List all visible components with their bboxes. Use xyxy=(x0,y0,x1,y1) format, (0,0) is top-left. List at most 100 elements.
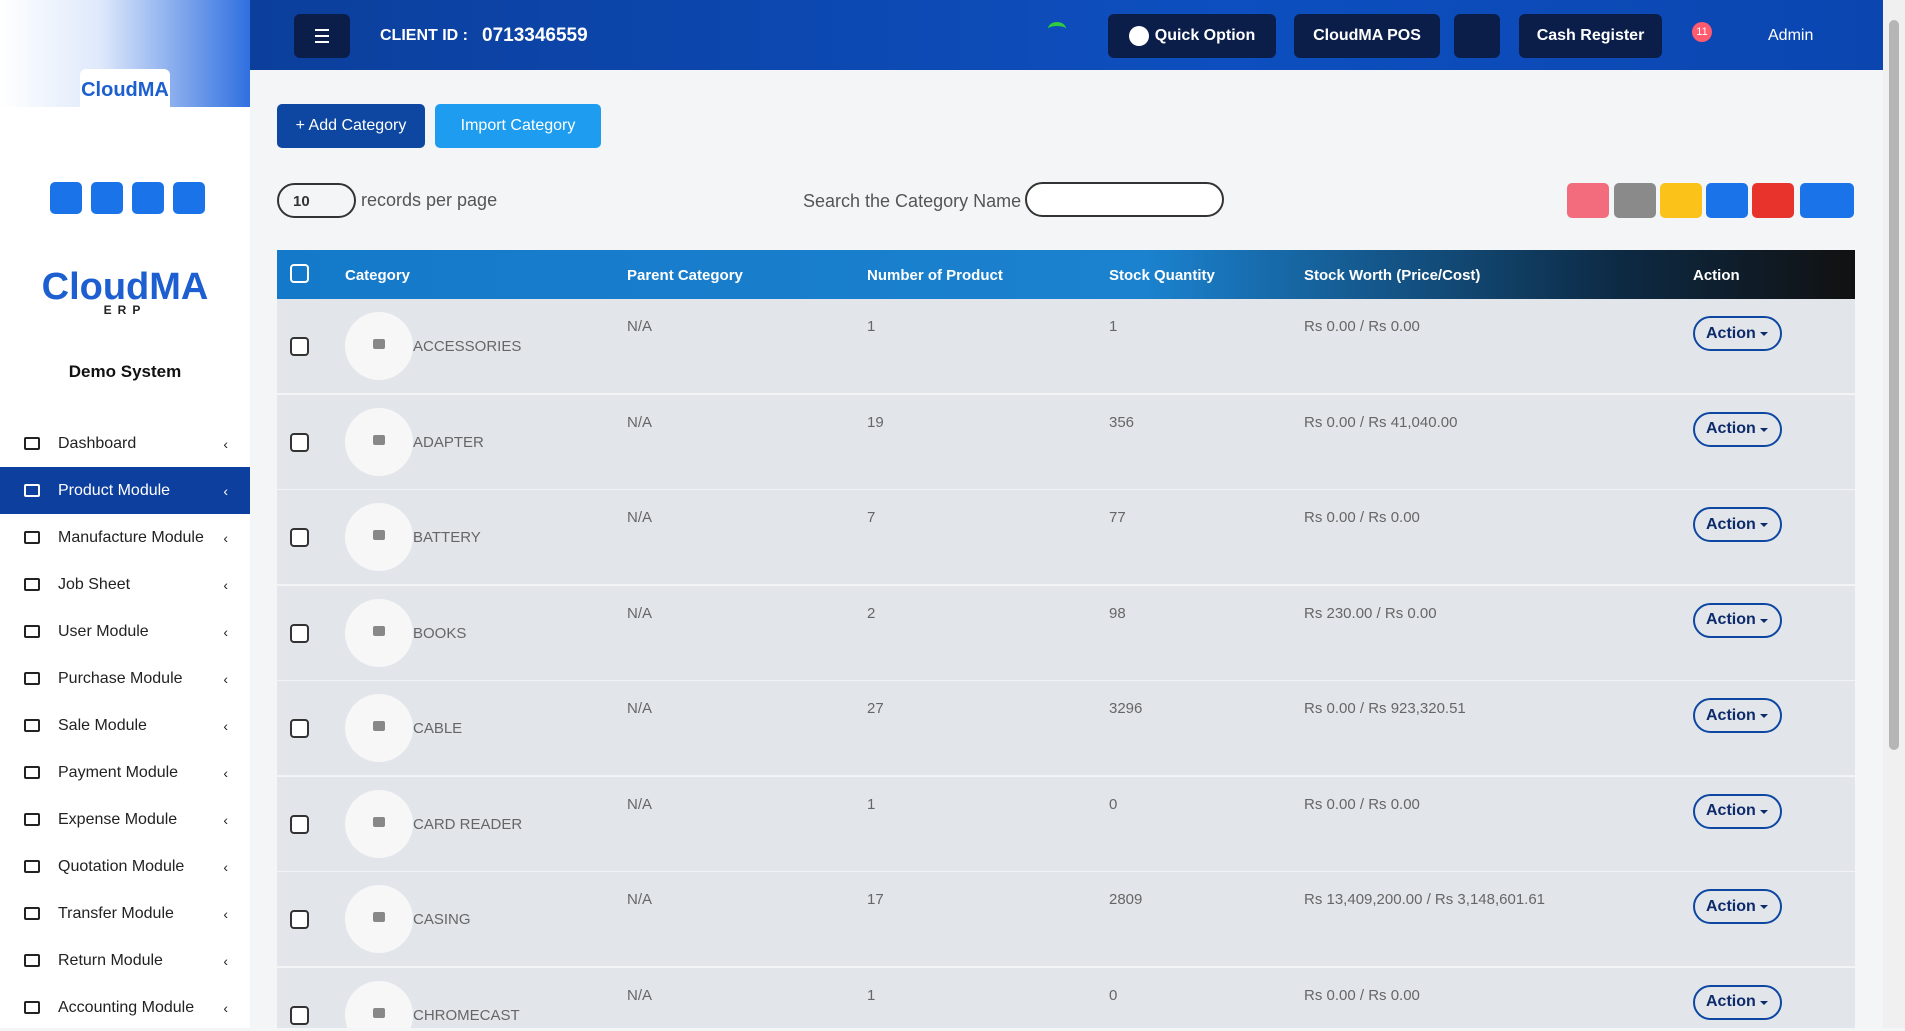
menu-chevron: ‹ xyxy=(223,999,228,1016)
menu-item[interactable]: Payment Module ‹ xyxy=(0,749,250,796)
product-count: 17 xyxy=(867,891,884,908)
quick-option[interactable]: Quick Option xyxy=(1108,14,1276,58)
icon-button[interactable] xyxy=(173,182,205,214)
print[interactable] xyxy=(1706,183,1748,218)
search-input[interactable] xyxy=(1025,182,1224,217)
import-category[interactable]: Import Category xyxy=(435,104,601,148)
add-category[interactable]: + Add Category xyxy=(277,104,425,148)
row-checkbox[interactable] xyxy=(290,528,309,547)
export-pdf[interactable] xyxy=(1567,183,1609,218)
parent-category: N/A xyxy=(627,413,653,431)
label: CloudMA POS xyxy=(1313,27,1421,44)
category-image xyxy=(345,694,413,762)
action-button[interactable]: Action xyxy=(1693,793,1782,829)
menu-item[interactable]: Purchase Module ‹ xyxy=(0,655,250,702)
small-logo: CloudMA xyxy=(80,69,170,107)
client-id: 0713346559 xyxy=(482,25,588,46)
row-checkbox[interactable] xyxy=(290,910,309,929)
menu-item[interactable]: Quotation Module ‹ xyxy=(0,843,250,890)
parent-category: N/A xyxy=(627,795,653,813)
row-checkbox[interactable] xyxy=(290,1005,309,1025)
export-excel[interactable] xyxy=(1660,183,1702,218)
fullscreen[interactable] xyxy=(1454,14,1500,58)
column-header: Action xyxy=(1693,267,1740,284)
menu-item[interactable]: Job Sheet ‹ xyxy=(0,561,250,608)
stock-worth: Rs 0.00 / Rs 923,320.51 xyxy=(1304,700,1466,717)
menu-item[interactable]: Expense Module ‹ xyxy=(0,796,250,843)
product-count: 1 xyxy=(867,986,876,1004)
product-count: 1 xyxy=(867,795,876,813)
menu-chevron: ‹ xyxy=(223,952,228,969)
menu-icon xyxy=(24,954,40,967)
row-checkbox[interactable] xyxy=(290,432,309,452)
clear[interactable] xyxy=(1752,183,1794,218)
action-button[interactable]: Action xyxy=(1693,698,1782,733)
menu-icon xyxy=(24,672,40,685)
action-button[interactable]: Action xyxy=(1693,507,1782,542)
table-row: CARD READER N/A 1 0 Rs 0.00 / Rs 0.00 Action xyxy=(277,776,1855,872)
category-name: CABLE xyxy=(413,720,463,737)
category-name: ADAPTER xyxy=(413,433,484,451)
menu-chevron: ‹ xyxy=(223,717,228,734)
category-name: ACCESSORIES xyxy=(413,338,522,355)
export-csv[interactable] xyxy=(1614,183,1656,218)
select-all[interactable] xyxy=(290,264,309,283)
row-checkbox[interactable] xyxy=(290,623,309,643)
category-name: BATTERY xyxy=(413,529,481,546)
menu-item[interactable]: Sale Module ‹ xyxy=(0,702,250,749)
menu-item[interactable]: User Module ‹ xyxy=(0,608,250,655)
category-image xyxy=(345,885,413,953)
logo: CloudMA xyxy=(41,266,209,308)
menu-item[interactable]: Accounting Module ‹ xyxy=(0,984,250,1031)
user-menu[interactable]: Admin xyxy=(1768,27,1814,44)
action-button[interactable]: Action xyxy=(1693,984,1782,1020)
menu-item[interactable]: Dashboard ‹ xyxy=(0,420,250,467)
client-id-label: CLIENT ID : xyxy=(380,27,468,44)
parent-category: N/A xyxy=(627,509,653,526)
menu-icon xyxy=(24,766,40,779)
parent-category: N/A xyxy=(627,891,653,908)
icon-button[interactable] xyxy=(132,182,164,214)
row-checkbox[interactable] xyxy=(290,719,309,738)
action-button[interactable]: Action xyxy=(1693,316,1782,351)
icon-button[interactable] xyxy=(50,182,82,214)
company-name: Demo System xyxy=(68,362,182,381)
product-count: 1 xyxy=(867,318,876,335)
menu-chevron: ‹ xyxy=(223,529,228,546)
menu-chevron: ‹ xyxy=(223,482,228,499)
parent-category: N/A xyxy=(627,700,653,717)
category-image xyxy=(345,312,413,380)
column-header: Stock Quantity xyxy=(1109,267,1215,284)
column-visibility[interactable] xyxy=(1800,183,1854,218)
menu-item[interactable]: Transfer Module ‹ xyxy=(0,890,250,937)
menu-toggle[interactable] xyxy=(294,14,350,58)
stock-quantity: 3296 xyxy=(1109,700,1143,717)
search-label: Search the Category Name xyxy=(803,191,1022,211)
menu-item[interactable]: Product Module ‹ xyxy=(0,467,250,514)
menu-label: Manufacture Module xyxy=(58,528,204,546)
menu-item[interactable]: Manufacture Module ‹ xyxy=(0,514,250,561)
category-image xyxy=(345,980,413,1028)
records-label: records per page xyxy=(361,190,498,210)
stock-quantity: 0 xyxy=(1109,986,1118,1004)
menu-item[interactable]: Return Module ‹ xyxy=(0,937,250,984)
cash-register[interactable]: Cash Register xyxy=(1519,14,1662,58)
menu-label: Quotation Module xyxy=(58,857,185,875)
menu-icon xyxy=(24,625,40,638)
category-name: CASING xyxy=(413,911,471,928)
pos-button[interactable]: CloudMA POS xyxy=(1294,14,1440,58)
action-button[interactable]: Action xyxy=(1693,602,1782,638)
product-count: 7 xyxy=(867,509,876,526)
notification-badge[interactable]: 11 xyxy=(1692,22,1712,42)
records-select[interactable]: 10 xyxy=(277,183,356,218)
row-checkbox[interactable] xyxy=(290,814,309,834)
menu-chevron: ‹ xyxy=(223,905,228,922)
stock-worth: Rs 0.00 / Rs 0.00 xyxy=(1304,795,1420,813)
action-button[interactable]: Action xyxy=(1693,411,1782,447)
row-checkbox[interactable] xyxy=(290,337,309,356)
action-button[interactable]: Action xyxy=(1693,889,1782,924)
scroll-thumb[interactable] xyxy=(1889,20,1899,750)
table-row: ACCESSORIES N/A 1 1 Rs 0.00 / Rs 0.00 Action xyxy=(277,299,1855,394)
menu-label: Job Sheet xyxy=(58,575,131,593)
icon-button[interactable] xyxy=(91,182,123,214)
